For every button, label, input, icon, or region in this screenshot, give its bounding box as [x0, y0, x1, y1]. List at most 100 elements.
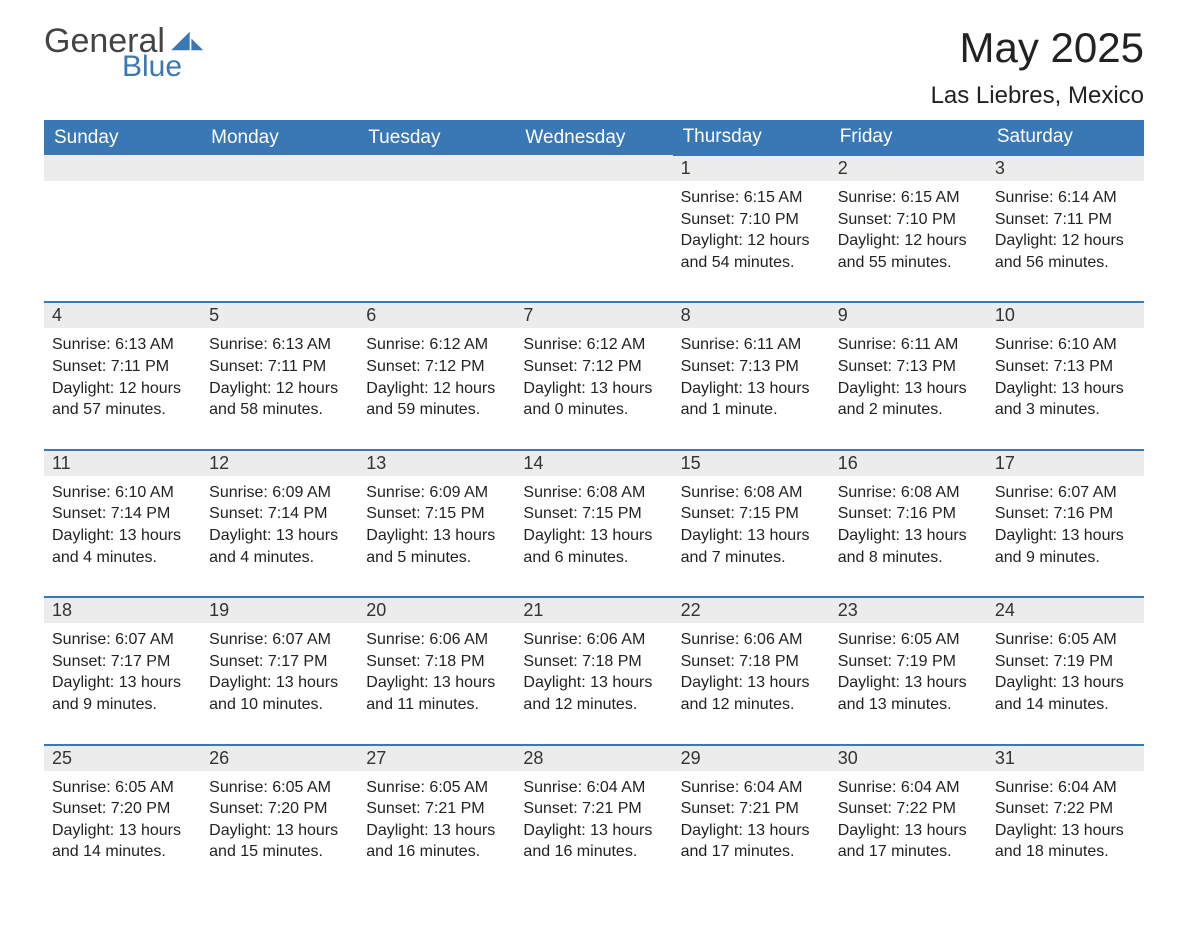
day-content-cell — [201, 181, 358, 302]
sunrise-line: Sunrise: 6:13 AM — [209, 334, 350, 356]
day-number-cell: 11 — [44, 450, 201, 476]
sunrise-line: Sunrise: 6:12 AM — [523, 334, 664, 356]
sunset-line: Sunset: 7:15 PM — [523, 503, 664, 525]
day-number: 31 — [995, 748, 1015, 768]
sunrise-line: Sunrise: 6:07 AM — [209, 629, 350, 651]
day-content-cell: Sunrise: 6:09 AMSunset: 7:14 PMDaylight:… — [201, 476, 358, 597]
day-content-cell: Sunrise: 6:12 AMSunset: 7:12 PMDaylight:… — [358, 328, 515, 449]
location-label: Las Liebres, Mexico — [931, 82, 1144, 110]
day-number-cell: 16 — [830, 450, 987, 476]
sunrise-line: Sunrise: 6:07 AM — [52, 629, 193, 651]
sunrise-line: Sunrise: 6:05 AM — [209, 777, 350, 799]
day-header: Saturday — [987, 120, 1144, 155]
day-number: 3 — [995, 158, 1005, 178]
day-header: Friday — [830, 120, 987, 155]
daylight-line: Daylight: 13 hours and 16 minutes. — [366, 820, 507, 863]
sunrise-line: Sunrise: 6:04 AM — [681, 777, 822, 799]
day-content-cell: Sunrise: 6:10 AMSunset: 7:14 PMDaylight:… — [44, 476, 201, 597]
day-number-cell: 25 — [44, 745, 201, 771]
day-number-cell: 15 — [673, 450, 830, 476]
daylight-line: Daylight: 13 hours and 17 minutes. — [681, 820, 822, 863]
sunset-line: Sunset: 7:11 PM — [52, 356, 193, 378]
header-row: General Blue May 2025 Las Liebres, Mexic… — [44, 24, 1144, 110]
title-block: May 2025 Las Liebres, Mexico — [931, 24, 1144, 110]
day-number-cell: 18 — [44, 597, 201, 623]
sunset-line: Sunset: 7:13 PM — [995, 356, 1136, 378]
day-number-cell: 29 — [673, 745, 830, 771]
day-content-cell: Sunrise: 6:04 AMSunset: 7:21 PMDaylight:… — [673, 771, 830, 891]
day-number-cell — [201, 155, 358, 181]
day-number-cell: 26 — [201, 745, 358, 771]
day-content-cell: Sunrise: 6:08 AMSunset: 7:16 PMDaylight:… — [830, 476, 987, 597]
sunrise-line: Sunrise: 6:08 AM — [681, 482, 822, 504]
day-content-cell: Sunrise: 6:05 AMSunset: 7:20 PMDaylight:… — [201, 771, 358, 891]
day-number-cell: 23 — [830, 597, 987, 623]
daylight-line: Daylight: 13 hours and 11 minutes. — [366, 672, 507, 715]
day-number-cell: 8 — [673, 302, 830, 328]
day-content-cell: Sunrise: 6:15 AMSunset: 7:10 PMDaylight:… — [830, 181, 987, 302]
day-number: 2 — [838, 158, 848, 178]
day-number-cell: 19 — [201, 597, 358, 623]
day-number: 1 — [681, 158, 691, 178]
day-number-cell: 3 — [987, 155, 1144, 181]
day-number-cell: 7 — [515, 302, 672, 328]
day-number: 16 — [838, 453, 858, 473]
sunset-line: Sunset: 7:11 PM — [209, 356, 350, 378]
day-content-cell: Sunrise: 6:10 AMSunset: 7:13 PMDaylight:… — [987, 328, 1144, 449]
sunrise-line: Sunrise: 6:05 AM — [838, 629, 979, 651]
day-number: 26 — [209, 748, 229, 768]
daylight-line: Daylight: 12 hours and 58 minutes. — [209, 378, 350, 421]
sunrise-line: Sunrise: 6:13 AM — [52, 334, 193, 356]
day-number-cell: 4 — [44, 302, 201, 328]
daylight-line: Daylight: 13 hours and 14 minutes. — [995, 672, 1136, 715]
day-content-cell: Sunrise: 6:04 AMSunset: 7:22 PMDaylight:… — [987, 771, 1144, 891]
sunrise-line: Sunrise: 6:05 AM — [52, 777, 193, 799]
day-number-cell: 31 — [987, 745, 1144, 771]
daylight-line: Daylight: 13 hours and 4 minutes. — [52, 525, 193, 568]
day-number-cell: 10 — [987, 302, 1144, 328]
sunset-line: Sunset: 7:13 PM — [681, 356, 822, 378]
sunrise-line: Sunrise: 6:14 AM — [995, 187, 1136, 209]
day-number-cell: 21 — [515, 597, 672, 623]
day-number-cell: 17 — [987, 450, 1144, 476]
sunset-line: Sunset: 7:18 PM — [366, 651, 507, 673]
daylight-line: Daylight: 13 hours and 13 minutes. — [838, 672, 979, 715]
sunrise-line: Sunrise: 6:12 AM — [366, 334, 507, 356]
week-content-row: Sunrise: 6:10 AMSunset: 7:14 PMDaylight:… — [44, 476, 1144, 597]
day-number: 7 — [523, 305, 533, 325]
day-content-cell: Sunrise: 6:04 AMSunset: 7:22 PMDaylight:… — [830, 771, 987, 891]
day-content-cell: Sunrise: 6:06 AMSunset: 7:18 PMDaylight:… — [515, 623, 672, 744]
day-number: 27 — [366, 748, 386, 768]
day-header: Wednesday — [515, 120, 672, 155]
day-number-cell: 6 — [358, 302, 515, 328]
sunset-line: Sunset: 7:19 PM — [995, 651, 1136, 673]
day-content-cell: Sunrise: 6:11 AMSunset: 7:13 PMDaylight:… — [830, 328, 987, 449]
day-content-cell: Sunrise: 6:05 AMSunset: 7:20 PMDaylight:… — [44, 771, 201, 891]
day-content-cell: Sunrise: 6:07 AMSunset: 7:17 PMDaylight:… — [201, 623, 358, 744]
day-number-cell: 20 — [358, 597, 515, 623]
day-number-cell: 28 — [515, 745, 672, 771]
sunset-line: Sunset: 7:21 PM — [681, 798, 822, 820]
daylight-line: Daylight: 13 hours and 12 minutes. — [681, 672, 822, 715]
daylight-line: Daylight: 12 hours and 55 minutes. — [838, 230, 979, 273]
daylight-line: Daylight: 13 hours and 9 minutes. — [52, 672, 193, 715]
sunset-line: Sunset: 7:17 PM — [52, 651, 193, 673]
sunset-line: Sunset: 7:22 PM — [838, 798, 979, 820]
sunset-line: Sunset: 7:22 PM — [995, 798, 1136, 820]
week-content-row: Sunrise: 6:15 AMSunset: 7:10 PMDaylight:… — [44, 181, 1144, 302]
daylight-line: Daylight: 13 hours and 12 minutes. — [523, 672, 664, 715]
day-content-cell: Sunrise: 6:07 AMSunset: 7:16 PMDaylight:… — [987, 476, 1144, 597]
day-number: 24 — [995, 600, 1015, 620]
day-content-cell: Sunrise: 6:06 AMSunset: 7:18 PMDaylight:… — [358, 623, 515, 744]
week-number-row: 45678910 — [44, 302, 1144, 328]
daylight-line: Daylight: 13 hours and 4 minutes. — [209, 525, 350, 568]
day-number-cell: 27 — [358, 745, 515, 771]
day-number: 4 — [52, 305, 62, 325]
daylight-line: Daylight: 13 hours and 10 minutes. — [209, 672, 350, 715]
day-number-cell — [44, 155, 201, 181]
sunrise-line: Sunrise: 6:06 AM — [523, 629, 664, 651]
day-number: 21 — [523, 600, 543, 620]
sunset-line: Sunset: 7:18 PM — [681, 651, 822, 673]
daylight-line: Daylight: 12 hours and 54 minutes. — [681, 230, 822, 273]
day-header: Sunday — [44, 120, 201, 155]
